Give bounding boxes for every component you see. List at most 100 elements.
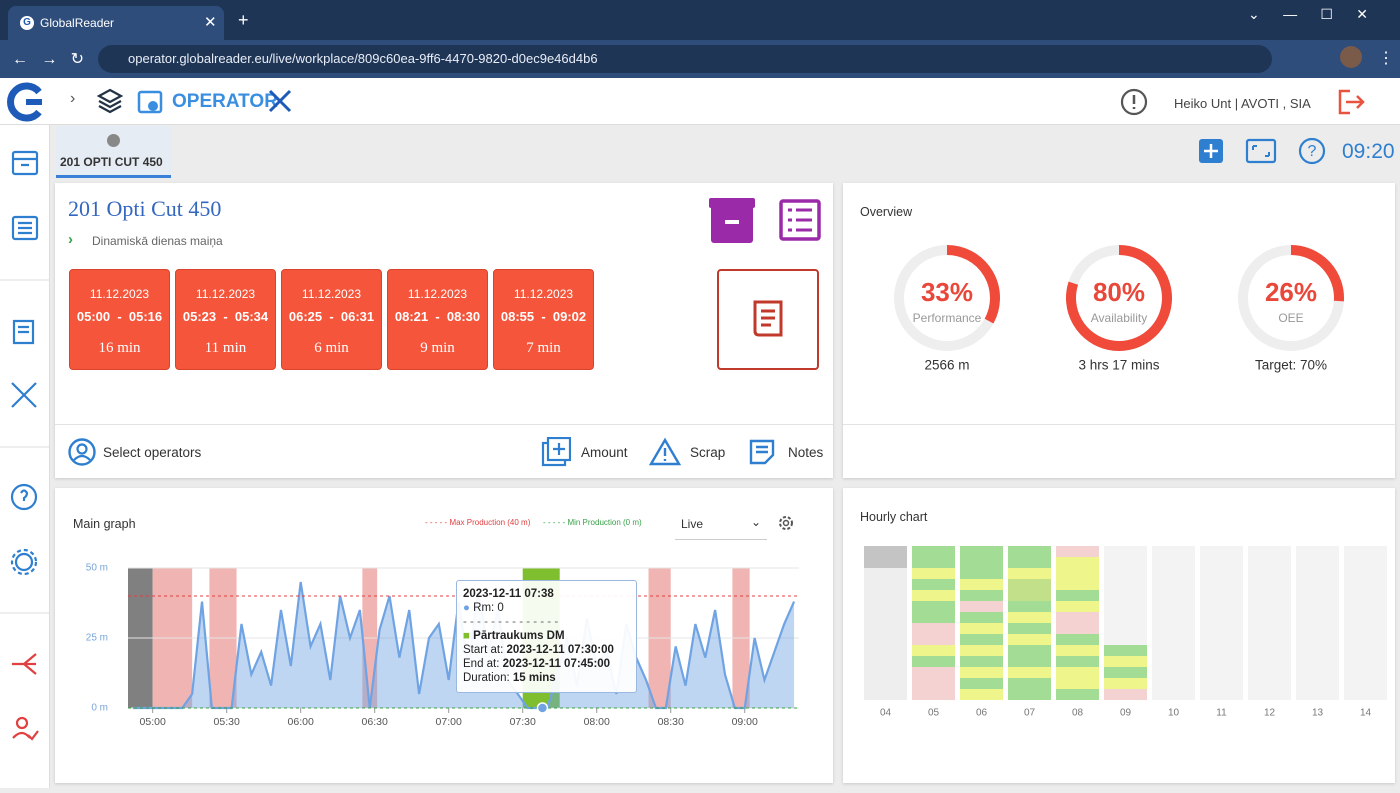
hour-cell [912,601,955,612]
hour-cell [1248,656,1291,667]
stop-tile[interactable]: 11.12.2023 05:00 - 05:16 16 min [69,269,170,370]
app-name: OPERATOR [172,91,278,112]
hour-cell [1056,634,1099,645]
logo[interactable] [6,82,46,122]
hour-cell [1344,601,1387,612]
browser-tab[interactable]: G GlobalReader ✕ [8,6,224,40]
tools-icon[interactable] [266,87,294,115]
workplace-tab[interactable]: 201 OPTI CUT 450 [56,126,171,178]
hourly-title: Hourly chart [860,510,928,524]
notes-icon[interactable] [748,438,776,466]
overview-card: Overview 33% Performance 2566 m 80% Availabi… [843,183,1395,478]
tab-close[interactable]: ✕ [204,14,217,31]
x-tick-label: 05:00 [140,716,166,728]
tooltip-end: End at: 2023-12-11 07:45:00 [463,657,630,671]
window-controls[interactable]: ⌄ — ☐ ✕ [1248,6,1369,22]
hour-cell [1008,579,1051,590]
hour-cell [1152,590,1195,601]
notes[interactable]: Notes [788,445,824,460]
hour-cell [1104,579,1147,590]
scrap[interactable]: Scrap [690,445,726,460]
hour-cell [864,590,907,601]
start-label: Start at: [463,644,504,656]
stop-tile[interactable]: 11.12.2023 08:55 - 09:02 7 min [493,269,594,370]
main-graph-card: Main graph - - - - - Max Production (40 … [55,488,833,783]
hour-cell [912,689,955,700]
hour-cell [1104,590,1147,601]
tooltip-event: ■ Pārtraukums DM [463,630,565,642]
x-tick-label: 08:30 [658,716,684,728]
hour-cell [1008,645,1051,656]
hour-cell [1248,678,1291,689]
gauge-arc [1066,245,1172,351]
hour-cell [1008,634,1051,645]
tab-title: GlobalReader [40,16,115,30]
user-name: Heiko Unt | AVOTI , SIA [1174,96,1311,111]
x-tick-label: 07:00 [436,716,462,728]
hour-cell [960,623,1003,634]
hour-cell [1200,667,1243,678]
hour-cell [864,634,907,645]
hour-cell [960,557,1003,568]
hour-cell [1200,656,1243,667]
hour-cell [864,601,907,612]
hour-cell [1248,546,1291,557]
profile[interactable] [1340,46,1362,68]
hour-cell [1152,623,1195,634]
hour-cell [1344,656,1387,667]
hour-label: 11 [1216,708,1227,719]
legend-max: - - - - - Max Production (40 m) [425,518,531,527]
hour-cell [1056,568,1099,579]
hour-cell [960,601,1003,612]
hour-cell [1008,623,1051,634]
hour-cell [960,656,1003,667]
operators-icon[interactable] [67,437,97,467]
hour-cell [960,667,1003,678]
gauge-name: Availability [1091,311,1147,325]
y-tick-label: 0 m [91,703,108,714]
toolbar-icons[interactable]: ? [1198,138,1338,166]
gauge-value: 80% [1093,277,1145,307]
hour-cell [1104,623,1147,634]
address-bar[interactable]: operator.globalreader.eu/live/workplace/… [98,45,1272,73]
hourly-chart: 04 05 06 07 08 09 10 11 12 13 14 [864,546,1387,719]
hour-cell [1104,678,1147,689]
amount[interactable]: Amount [581,445,628,460]
hour-cell [1056,546,1099,557]
stop-tile[interactable]: 11.12.2023 08:21 - 08:30 9 min [387,269,488,370]
sidebar-icons[interactable] [0,125,50,788]
hour-cell [1056,590,1099,601]
hour-cell [912,623,955,634]
stop-tile[interactable]: 11.12.2023 06:25 - 06:31 6 min [281,269,382,370]
layers-icon[interactable] [96,87,124,115]
hour-cell [1200,678,1243,689]
duration-label: Duration: [463,672,510,684]
stop-tile[interactable]: 11.12.2023 05:23 - 05:34 11 min [175,269,276,370]
scrap-icon[interactable] [649,437,681,467]
hour-cell [1344,645,1387,656]
hour-cell [1152,656,1195,667]
hour-cell [1152,546,1195,557]
hour-cell [1344,667,1387,678]
amount-icon[interactable] [541,437,571,467]
hour-cell [1200,634,1243,645]
settings-icon[interactable] [776,513,796,533]
stop-time: 05:00 - 05:16 [76,309,163,324]
hour-cell [1344,546,1387,557]
hour-cell [1008,601,1051,612]
stop-duration: 9 min [420,340,455,356]
new-tab[interactable]: + [238,10,249,30]
hover-point [536,702,549,714]
hour-cell [864,557,907,568]
hour-cell [1200,557,1243,568]
logout-icon[interactable] [1336,87,1366,117]
report-button[interactable] [717,269,819,370]
x-tick-label: 09:00 [732,716,758,728]
select-operators[interactable]: Select operators [103,445,202,460]
action-icons[interactable] [709,197,823,245]
mode-select[interactable]: Live ⌄ [675,508,767,540]
alert-icon[interactable] [1120,88,1148,116]
menu[interactable]: ⋮ [1378,50,1394,67]
nav-buttons[interactable]: ← → ↻ [12,51,85,68]
hourly-card: Hourly chart 04 05 06 07 08 09 10 11 12 13 14 [843,488,1395,783]
